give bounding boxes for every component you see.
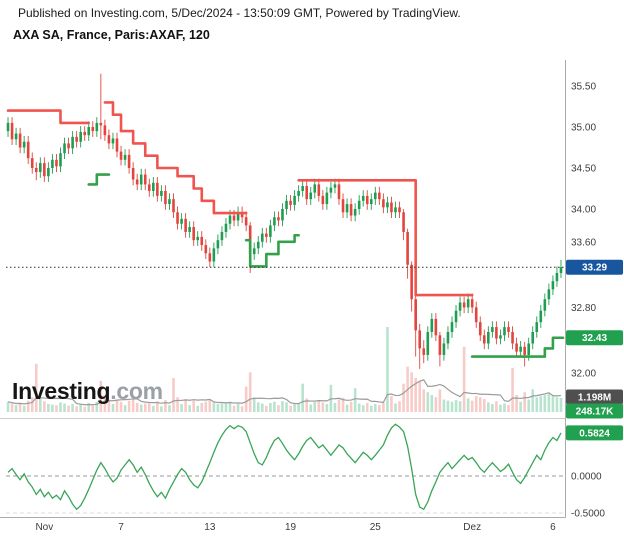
svg-text:32.00: 32.00 <box>571 369 596 380</box>
uptrend-line <box>470 336 565 358</box>
downtrend-line <box>6 109 91 125</box>
svg-text:25: 25 <box>370 522 382 533</box>
uptrend-line <box>244 233 300 268</box>
trend-value-badge: 32.43 <box>566 330 623 346</box>
svg-text:13: 13 <box>204 522 216 533</box>
last-price-badge: 33.29 <box>566 259 623 275</box>
svg-text:-0.5000: -0.5000 <box>571 509 605 520</box>
svg-text:33.29: 33.29 <box>582 263 607 274</box>
axes-layer: 35.50 35.00 34.50 34.00 33.60 32.80 32.00 Nov 7 1… <box>0 60 596 533</box>
svg-text:32.80: 32.80 <box>571 303 596 314</box>
svg-text:34.00: 34.00 <box>571 205 596 216</box>
volume-layer <box>6 327 563 412</box>
instrument-title: AXA SA, France, Paris:AXAF, 120 <box>13 28 210 42</box>
candlesticks-layer <box>6 73 563 369</box>
svg-text:7: 7 <box>118 522 124 533</box>
trend-lines-layer <box>6 101 566 358</box>
svg-text:248.17K: 248.17K <box>576 407 615 418</box>
oscillator-layer: 0.0000 -0.5000 <box>6 423 605 520</box>
svg-text:19: 19 <box>285 522 297 533</box>
svg-text:0.5824: 0.5824 <box>579 428 610 439</box>
downtrend-line <box>297 179 474 297</box>
svg-text:32.43: 32.43 <box>582 333 607 344</box>
svg-text:33.60: 33.60 <box>571 237 596 248</box>
uptrend-line <box>87 173 111 186</box>
svg-text:Dez: Dez <box>463 522 481 533</box>
svg-text:6: 6 <box>550 522 556 533</box>
svg-text:34.50: 34.50 <box>571 164 596 175</box>
logo-brand: Investing <box>12 378 111 404</box>
volume-current-badge: 248.17K <box>566 403 623 419</box>
downtrend-line <box>103 101 248 215</box>
oscillator-line <box>7 423 562 511</box>
svg-text:35.00: 35.00 <box>571 123 596 134</box>
logo-suffix: .com <box>110 378 163 404</box>
price-chart[interactable]: 35.50 35.00 34.50 34.00 33.60 32.80 32.00 Nov 7 1… <box>0 55 624 542</box>
badges-layer: 33.29 32.43 1.198M 248.17K 0.5824 <box>566 259 623 441</box>
svg-text:Nov: Nov <box>35 522 53 533</box>
svg-text:1.198M: 1.198M <box>578 393 611 404</box>
oscillator-value-badge: 0.5824 <box>566 425 623 441</box>
investing-logo: Investing.com <box>12 380 163 403</box>
svg-text:0.0000: 0.0000 <box>571 472 602 483</box>
published-line: Published on Investing.com, 5/Dec/2024 -… <box>18 6 461 20</box>
volume-ma-line <box>7 379 562 406</box>
volume-total-badge: 1.198M <box>566 389 623 405</box>
svg-text:35.50: 35.50 <box>571 82 596 93</box>
